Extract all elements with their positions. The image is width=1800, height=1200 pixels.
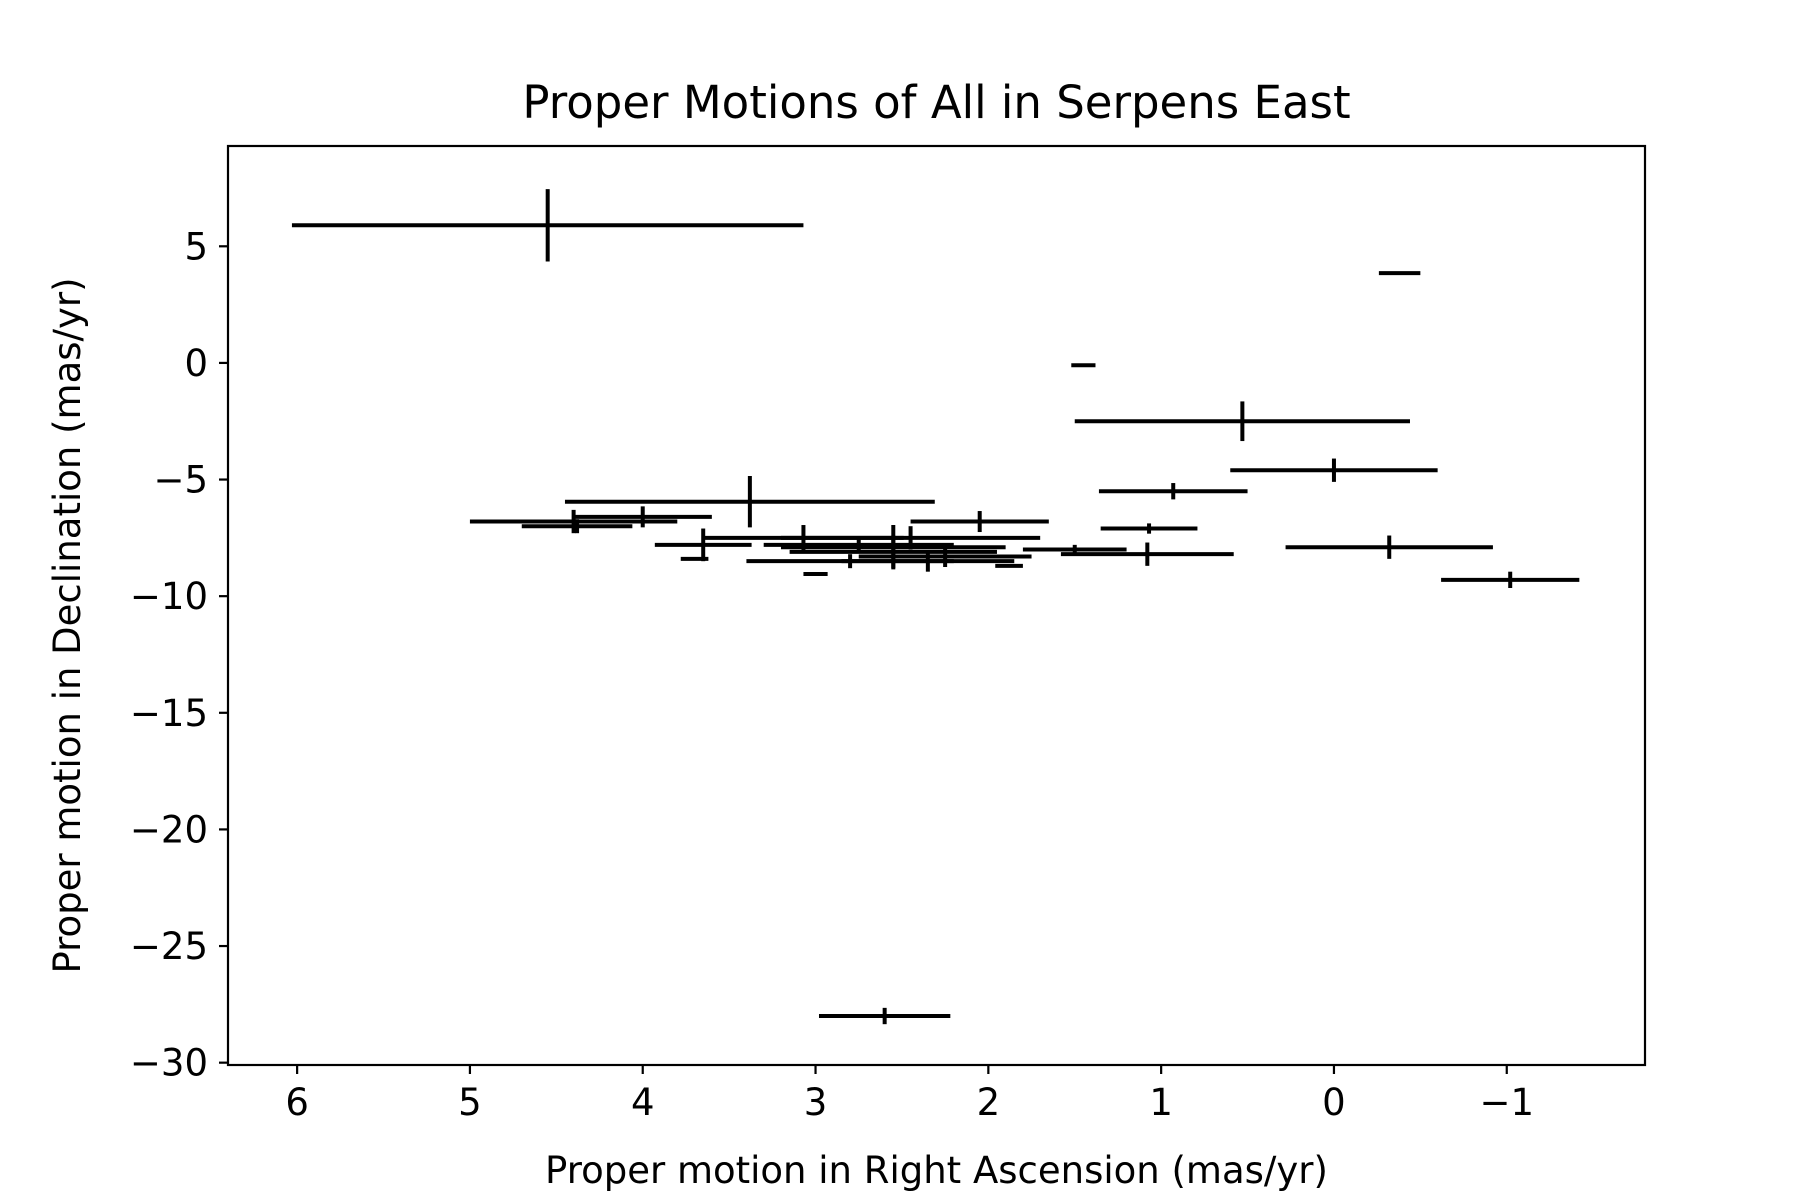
error-bar-point (654, 528, 752, 562)
x-tick-label: 0 (1322, 1081, 1346, 1124)
y-tick-label: −20 (130, 808, 208, 851)
error-bar-point (1441, 571, 1580, 589)
error-bar-point (573, 506, 712, 528)
error-bar-point (1098, 483, 1248, 500)
error-bar-layer (291, 189, 1580, 1025)
error-bar-point (818, 1007, 951, 1025)
x-tick-label: 2 (977, 1081, 1001, 1124)
x-tick-label: 4 (631, 1081, 655, 1124)
x-tick-label: 3 (804, 1081, 828, 1124)
error-bar-point (803, 572, 828, 577)
x-axis-ticks: 6 5 4 3 2 1 0 −1 (285, 1065, 1534, 1124)
y-tick-label: −15 (130, 692, 208, 735)
error-bar-point (564, 476, 935, 528)
error-bar-point (746, 554, 954, 569)
y-tick-label: −30 (130, 1042, 208, 1085)
chart-title: Proper Motions of All in Serpens East (522, 76, 1350, 129)
x-tick-label: −1 (1479, 1081, 1534, 1124)
error-bar-point (680, 556, 709, 561)
error-bar-point (910, 511, 1049, 533)
error-bar-point (1071, 363, 1096, 368)
y-tick-label: −5 (153, 459, 208, 502)
x-tick-label: 5 (458, 1081, 482, 1124)
y-tick-label: −10 (130, 575, 208, 618)
x-tick-label: 6 (285, 1081, 309, 1124)
y-tick-label: 0 (184, 342, 208, 385)
error-bar-point (1074, 401, 1410, 442)
x-axis-label: Proper motion in Right Ascension (mas/yr… (545, 1149, 1328, 1192)
error-bar-point (1100, 523, 1198, 534)
error-bar-point (291, 189, 804, 262)
y-axis-label: Proper motion in Declination (mas/yr) (46, 277, 89, 973)
error-bar-point (1060, 542, 1234, 566)
y-tick-label: −25 (130, 925, 208, 968)
plot-frame (226, 144, 1647, 1067)
error-bar-point (1285, 535, 1493, 559)
x-tick-label: 1 (1149, 1081, 1173, 1124)
error-bar-point (763, 536, 954, 554)
error-bar-point (858, 546, 1032, 568)
y-axis-ticks: 5 0 −5 −10 −15 −20 −25 −30 (130, 225, 228, 1085)
error-bar-point (521, 519, 633, 534)
error-bar-point (1378, 271, 1421, 276)
error-bar-point (995, 563, 1023, 568)
y-tick-label: 5 (184, 225, 208, 268)
error-bar-point (1230, 458, 1438, 482)
